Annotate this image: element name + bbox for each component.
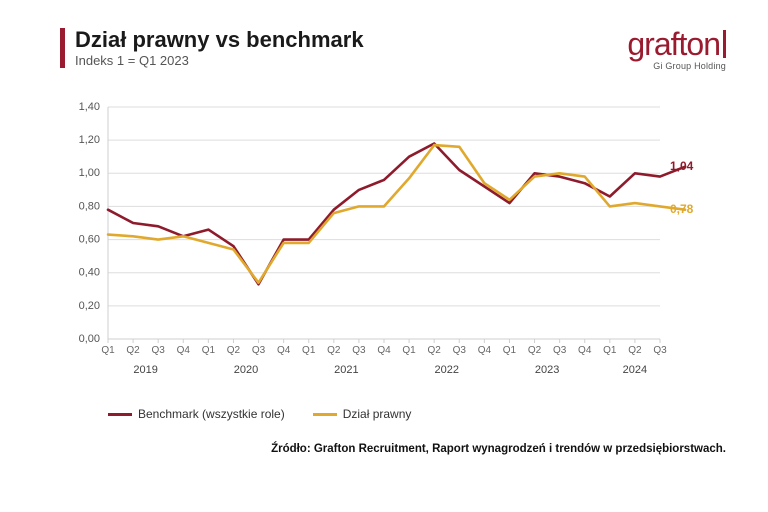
logo-word: grafton <box>627 28 726 60</box>
y-tick-label: 0,80 <box>79 200 100 212</box>
brand-logo: grafton Gi Group Holding <box>627 28 726 71</box>
page-subtitle: Indeks 1 = Q1 2023 <box>75 53 364 68</box>
x-quarter-label: Q3 <box>653 345 667 356</box>
header: Dział prawny vs benchmark Indeks 1 = Q1 … <box>60 28 726 71</box>
page-title: Dział prawny vs benchmark <box>75 28 364 51</box>
x-quarter-label: Q3 <box>352 345 366 356</box>
x-quarter-label: Q1 <box>603 345 617 356</box>
x-quarter-label: Q1 <box>302 345 316 356</box>
x-quarter-label: Q4 <box>578 345 592 356</box>
source-text: Źródło: Grafton Recruitment, Raport wyna… <box>60 443 726 455</box>
x-quarter-label: Q3 <box>553 345 567 356</box>
page: Dział prawny vs benchmark Indeks 1 = Q1 … <box>0 0 768 512</box>
x-quarter-label: Q3 <box>152 345 166 356</box>
legend-item: Dział prawny <box>313 407 412 421</box>
x-quarter-label: Q1 <box>202 345 216 356</box>
line-chart: 0,00 0,20 0,40 0,60 0,80 1,00 1,20 1,40 Q1 Q2 Q3 Q4… <box>60 99 720 399</box>
x-quarter-label: Q1 <box>101 345 115 356</box>
x-quarter-label: Q4 <box>478 345 492 356</box>
x-year-label: 2021 <box>334 364 358 376</box>
x-year-label: 2024 <box>623 364 647 376</box>
chart-svg: 0,00 0,20 0,40 0,60 0,80 1,00 1,20 1,40 Q1 Q2 Q3 Q4… <box>60 99 720 399</box>
x-quarter-label: Q3 <box>252 345 266 356</box>
x-quarter-label: Q1 <box>503 345 517 356</box>
logo-tagline: Gi Group Holding <box>627 62 726 71</box>
series-line <box>108 144 685 285</box>
x-year-label: 2023 <box>535 364 559 376</box>
series-end-label: 0,78 <box>670 202 694 216</box>
x-year-label: 2020 <box>234 364 258 376</box>
y-tick-label: 0,60 <box>79 233 100 245</box>
legend-label: Benchmark (wszystkie role) <box>138 407 285 421</box>
x-quarter-label: Q2 <box>628 345 642 356</box>
series-end-label: 1,04 <box>670 159 694 173</box>
legend-swatch-icon <box>108 413 132 416</box>
x-quarter-label: Q1 <box>402 345 416 356</box>
x-quarter-label: Q2 <box>528 345 542 356</box>
legend-label: Dział prawny <box>343 407 412 421</box>
y-tick-label: 1,40 <box>79 101 100 113</box>
x-quarter-label: Q2 <box>428 345 442 356</box>
x-quarter-label: Q2 <box>227 345 241 356</box>
x-quarter-label: Q2 <box>327 345 341 356</box>
y-tick-label: 1,00 <box>79 167 100 179</box>
x-quarter-label: Q2 <box>126 345 140 356</box>
y-tick-label: 1,20 <box>79 134 100 146</box>
x-quarter-label: Q4 <box>277 345 291 356</box>
x-quarter-label: Q4 <box>177 345 191 356</box>
y-tick-label: 0,00 <box>79 333 100 345</box>
logo-text: grafton <box>627 26 720 62</box>
legend: Benchmark (wszystkie role) Dział prawny <box>108 407 726 421</box>
logo-bar-icon <box>723 30 726 58</box>
x-quarter-label: Q4 <box>377 345 391 356</box>
legend-item: Benchmark (wszystkie role) <box>108 407 285 421</box>
x-year-label: 2022 <box>434 364 458 376</box>
x-quarter-label: Q3 <box>453 345 467 356</box>
legend-swatch-icon <box>313 413 337 416</box>
title-block: Dział prawny vs benchmark Indeks 1 = Q1 … <box>60 28 364 68</box>
x-year-label: 2019 <box>133 364 157 376</box>
y-tick-label: 0,20 <box>79 300 100 312</box>
series-line <box>108 145 685 283</box>
y-tick-label: 0,40 <box>79 267 100 279</box>
